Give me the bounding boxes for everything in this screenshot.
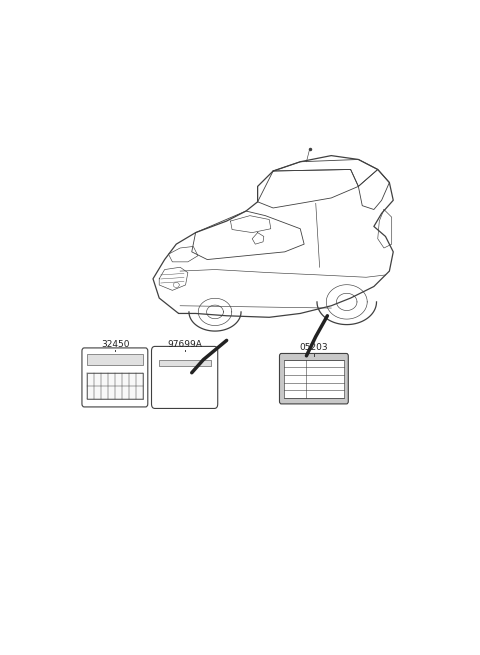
- FancyBboxPatch shape: [82, 348, 148, 407]
- FancyBboxPatch shape: [152, 346, 218, 409]
- Bar: [158, 360, 211, 366]
- Bar: [284, 360, 344, 398]
- Bar: [87, 373, 143, 399]
- FancyBboxPatch shape: [279, 354, 348, 404]
- Bar: [87, 354, 143, 365]
- Text: 05203: 05203: [300, 343, 328, 352]
- Text: 97699A: 97699A: [167, 340, 202, 349]
- Text: 32450: 32450: [101, 340, 129, 349]
